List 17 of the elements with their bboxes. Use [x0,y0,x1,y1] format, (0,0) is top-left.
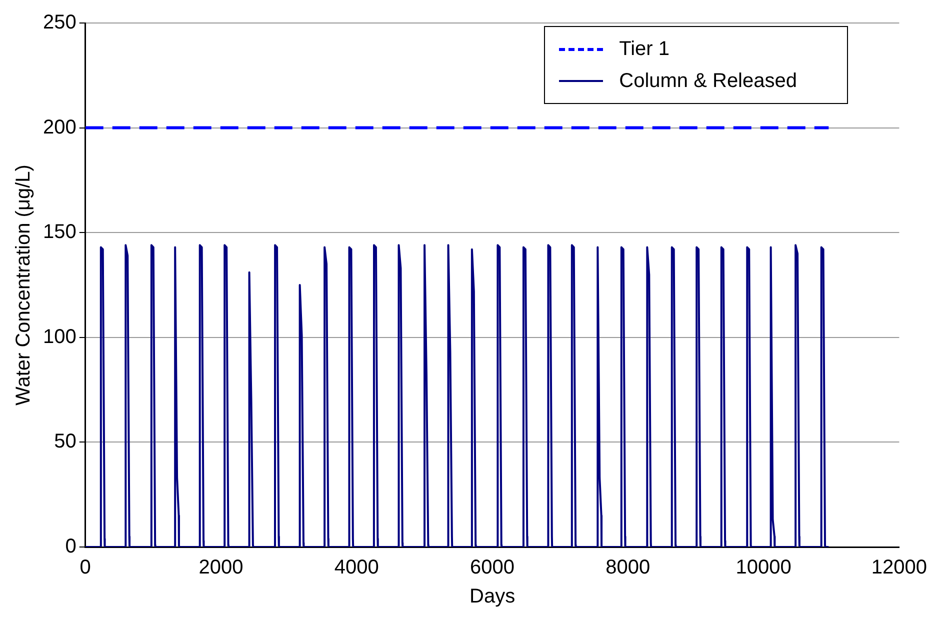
x-tick-label: 12000 [871,556,928,579]
legend-label: Tier 1 [619,37,670,62]
legend-label: Column & Released [619,69,797,94]
y-tick-label: 250 [42,12,76,34]
x-axis-title: Days [469,586,516,608]
y-tick-label: 100 [42,326,76,348]
x-tick-label: 8000 [606,556,650,579]
x-tick-label: 0 [80,556,91,579]
y-tick-label: 0 [65,536,76,558]
x-tick-label: 10000 [736,556,792,579]
x-tick-label: 4000 [334,556,379,579]
x-tick-label: 6000 [470,556,515,579]
y-tick-label: 50 [54,430,76,453]
x-tick-label: 2000 [198,556,244,579]
y-tick-label: 150 [42,221,76,244]
y-axis-title: Water Concentration (μg/L) [12,164,35,406]
y-tick-label: 200 [42,116,76,138]
